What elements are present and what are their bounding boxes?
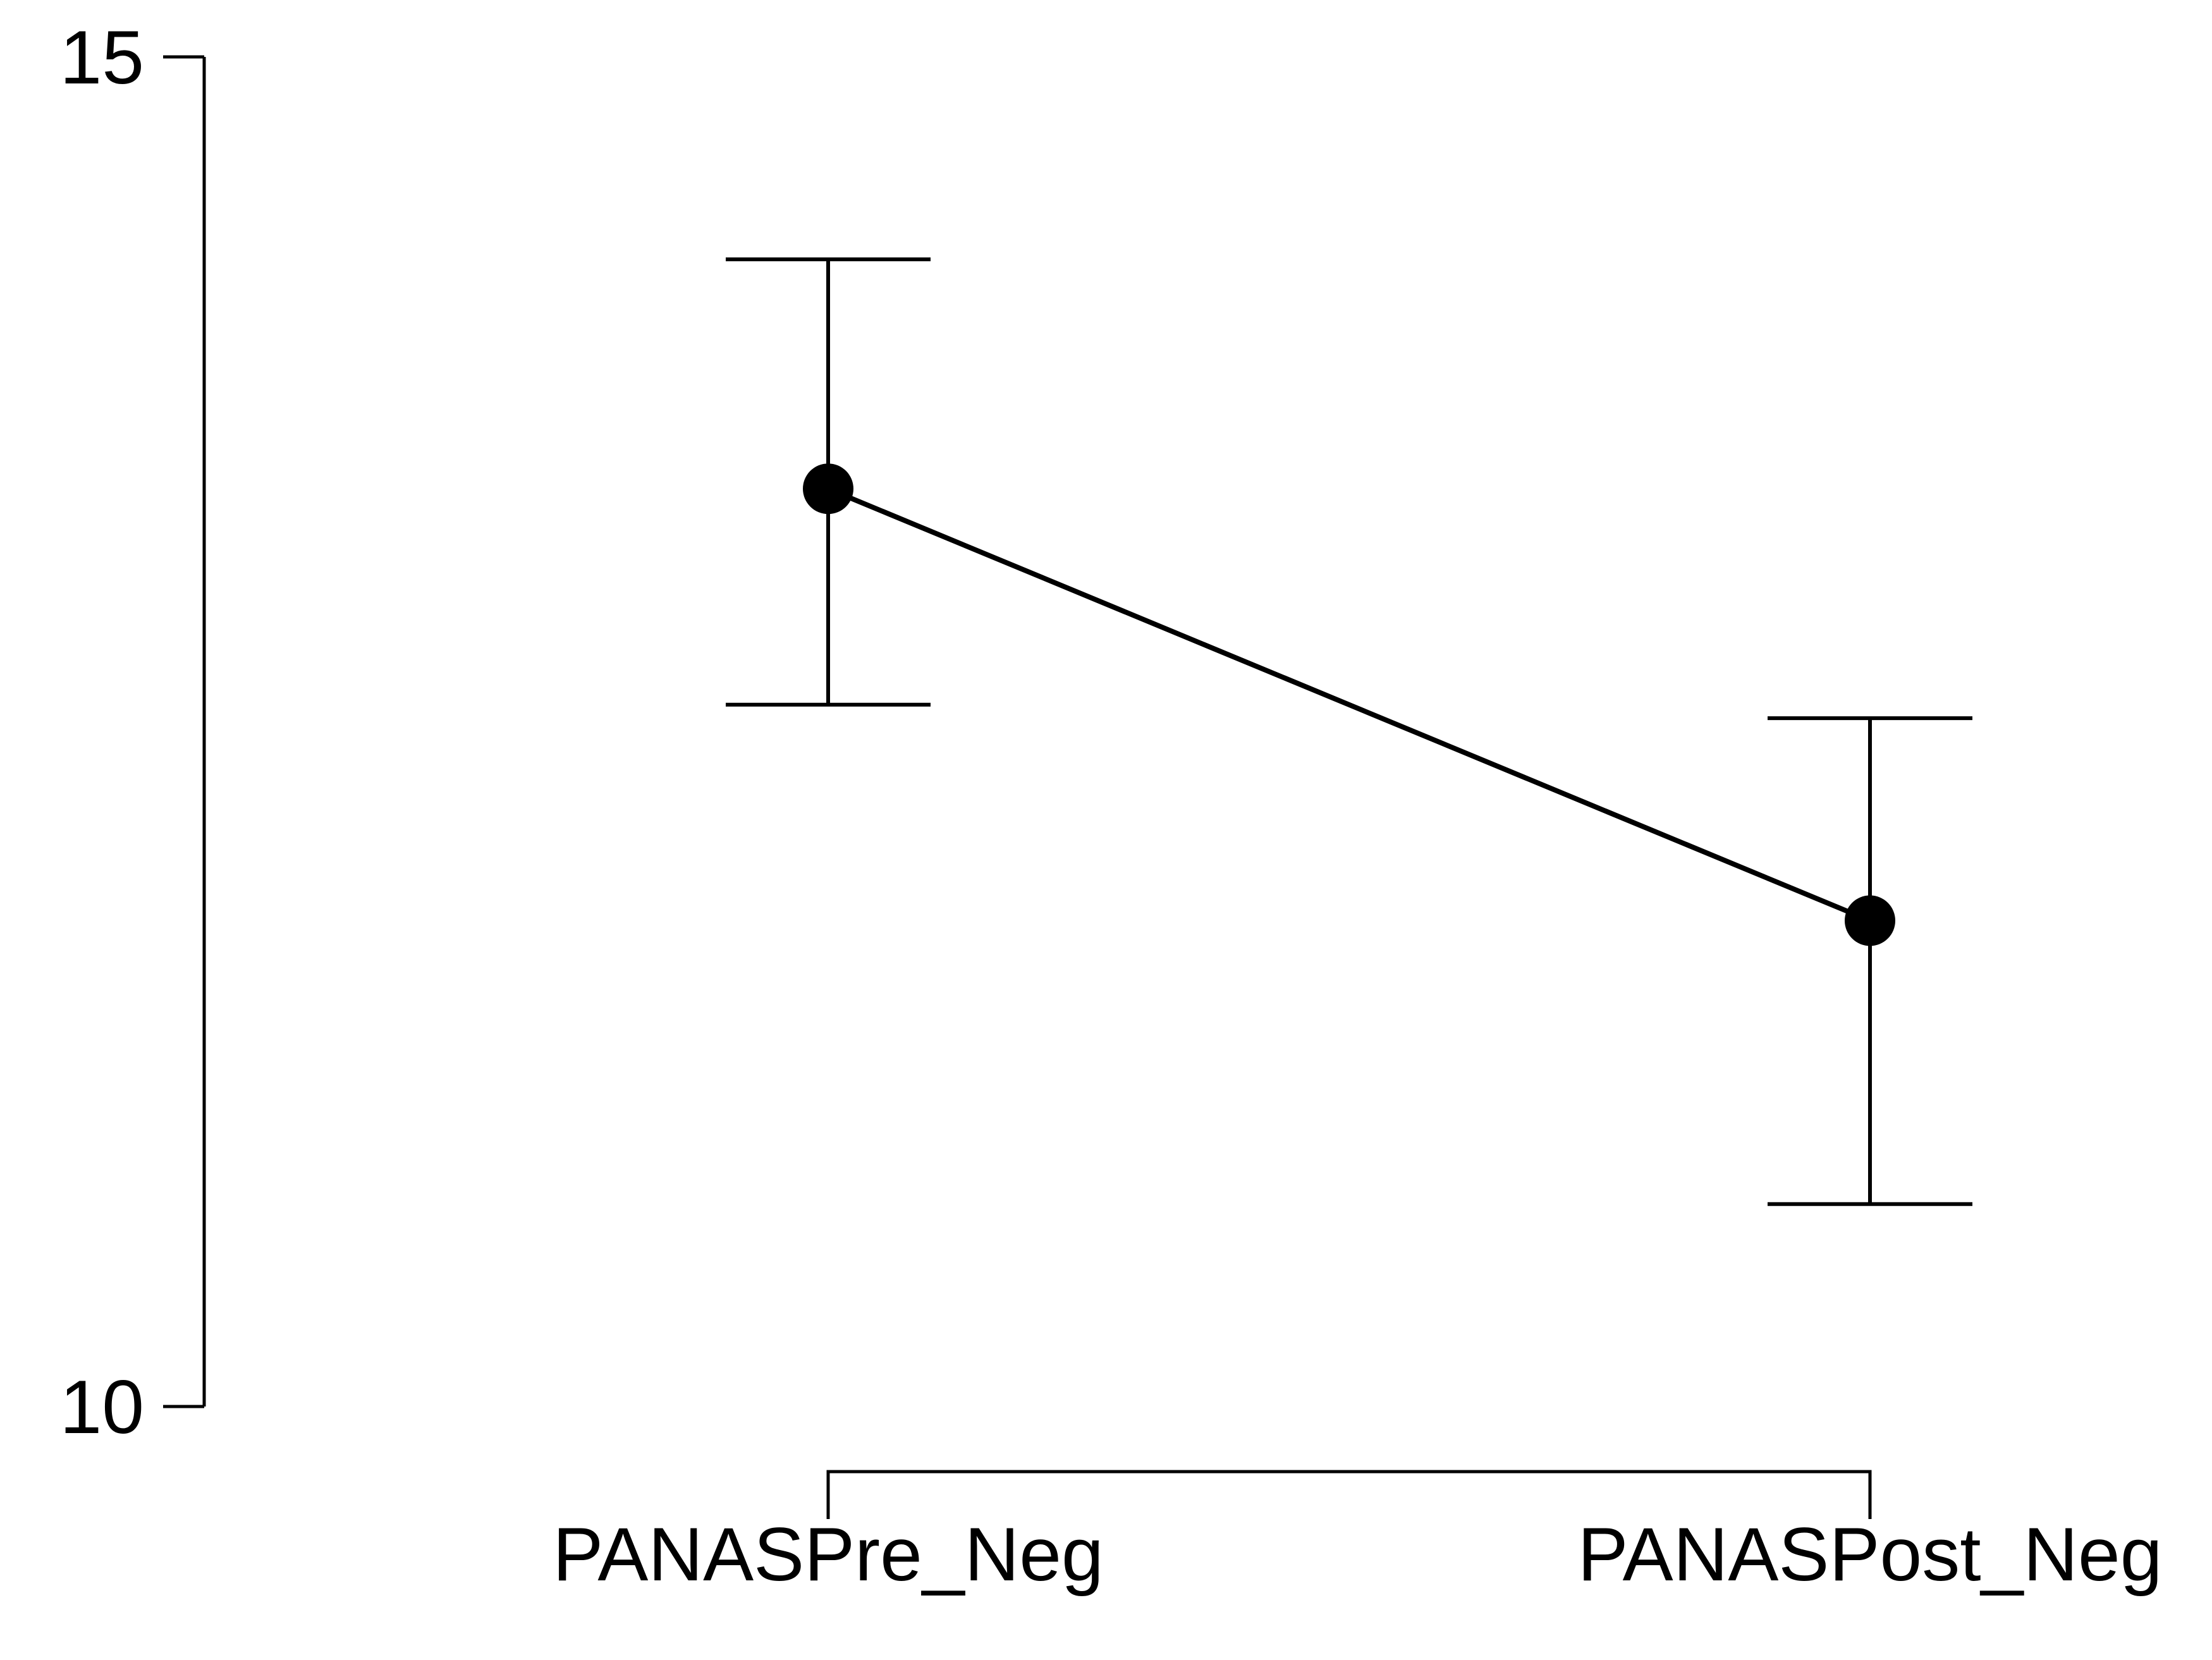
plot-area <box>726 257 1972 1206</box>
data-point <box>1845 895 1895 946</box>
y-tick-label: 10 <box>60 1365 144 1449</box>
y-axis: 10 15 <box>60 15 206 1449</box>
data-point <box>803 463 853 515</box>
x-tick-label: PANASPre_Neg <box>553 1512 1104 1597</box>
x-axis: PANASPre_Neg PANASPost_Neg <box>553 1470 2163 1597</box>
series-line <box>827 486 1871 924</box>
x-axis-line <box>826 1470 1872 1519</box>
x-tick-label: PANASPost_Neg <box>1578 1512 2163 1597</box>
y-tick-label: 15 <box>60 15 144 100</box>
